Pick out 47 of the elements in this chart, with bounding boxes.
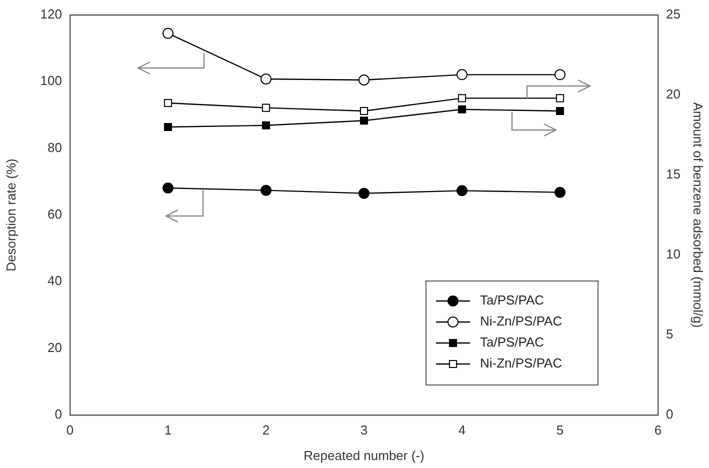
point xyxy=(262,121,270,130)
point xyxy=(456,185,468,196)
point xyxy=(260,184,272,196)
point xyxy=(358,74,370,86)
y-tick-label: 40 xyxy=(48,273,62,288)
point xyxy=(360,106,368,116)
point xyxy=(458,105,466,114)
point xyxy=(556,106,564,116)
legend-label: Ni-Zn/PS/PAC xyxy=(480,314,562,329)
point xyxy=(554,186,566,198)
x-axis-title: Repeated number (-) xyxy=(304,448,424,463)
point xyxy=(262,104,270,112)
legend-label: Ta/PS/PAC xyxy=(480,292,544,308)
y-tick-label: 80 xyxy=(48,140,62,155)
y-tick-label: 60 xyxy=(48,206,62,222)
point xyxy=(162,182,174,194)
y-tick-label: 100 xyxy=(40,73,62,88)
y2-tick-label: 5 xyxy=(666,326,674,342)
point xyxy=(162,28,174,39)
y2-tick-label: 0 xyxy=(666,406,674,422)
x-tick-label: 3 xyxy=(360,422,368,438)
x-tick-label: 4 xyxy=(458,422,466,438)
point xyxy=(164,98,172,108)
legend-label: Ta/PS/PAC xyxy=(480,334,544,350)
y2-axis-title: Amount of benzene adsorbed (mmol/g) xyxy=(690,102,706,328)
point xyxy=(554,69,566,80)
point xyxy=(556,94,564,102)
point xyxy=(458,94,466,102)
x-tick-label: 6 xyxy=(654,422,662,438)
x-tick-label: 1 xyxy=(164,422,172,438)
legend-label: Ni-Zn/PS/PAC xyxy=(480,356,562,371)
x-tick-label: 5 xyxy=(556,422,564,438)
point xyxy=(164,122,172,132)
y2-tick-label: 20 xyxy=(666,86,680,102)
y-axis-title: Desorption rate (%) xyxy=(3,158,18,272)
y-tick-label: 120 xyxy=(40,6,62,22)
y-tick-label: 20 xyxy=(48,340,62,355)
point xyxy=(358,188,370,199)
y2-tick-label: 25 xyxy=(666,6,680,22)
y2-tick-label: 15 xyxy=(666,166,680,182)
point xyxy=(456,69,468,80)
y2-tick-label: 10 xyxy=(666,246,680,262)
point xyxy=(260,74,272,84)
y-tick-label: 0 xyxy=(54,406,62,422)
x-tick-label: 2 xyxy=(262,422,270,438)
x-tick-label: 0 xyxy=(66,422,74,438)
point xyxy=(360,116,368,125)
